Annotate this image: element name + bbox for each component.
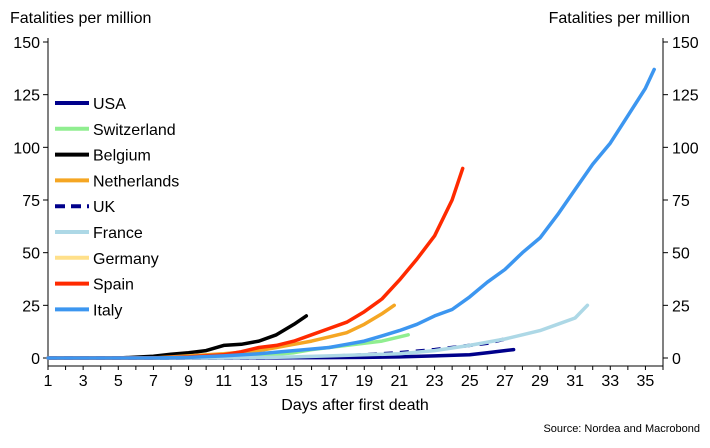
x-tick-label: 25: [461, 373, 479, 390]
y-tick-label-right: 0: [672, 351, 681, 368]
legend-label-usa: USA: [93, 96, 126, 113]
x-tick-label: 31: [566, 373, 584, 390]
x-tick-label: 1: [44, 373, 53, 390]
legend: USA Switzerland Belgium Netherlands UK France…: [55, 96, 179, 319]
x-tick-label: 29: [531, 373, 549, 390]
x-axis-title: Days after first death: [281, 397, 429, 414]
y-tick-label-left: 0: [31, 351, 40, 368]
y-tick-label-left: 100: [13, 140, 40, 157]
y-axis-title-right: Fatalities per million: [549, 10, 690, 27]
legend-label-france: France: [93, 225, 143, 242]
source-note: Source: Nordea and Macrobond: [543, 423, 700, 435]
x-tick-label: 21: [391, 373, 409, 390]
x-tick-label: 27: [496, 373, 514, 390]
y-tick-label-right: 25: [672, 298, 690, 315]
y-tick-label-left: 150: [13, 35, 40, 52]
legend-label-uk: UK: [93, 199, 116, 216]
y-tick-label-right: 150: [672, 35, 699, 52]
x-tick-label: 13: [250, 373, 268, 390]
y-tick-label-right: 50: [672, 246, 690, 263]
legend-label-germany: Germany: [93, 251, 159, 268]
y-axis-title-left: Fatalities per million: [10, 10, 151, 27]
y-tick-label-left: 50: [22, 246, 40, 263]
legend-label-switzerland: Switzerland: [93, 122, 176, 139]
series-line-italy: [46, 67, 656, 360]
y-tick-label-left: 25: [22, 298, 40, 315]
y-tick-label-right: 100: [672, 140, 699, 157]
x-tick-label: 7: [149, 373, 158, 390]
legend-label-italy: Italy: [93, 302, 122, 319]
x-tick-label: 23: [426, 373, 444, 390]
x-tick-label: 35: [637, 373, 655, 390]
y-tick-label-left: 75: [22, 193, 40, 210]
legend-label-belgium: Belgium: [93, 148, 151, 165]
x-tick-label: 15: [285, 373, 303, 390]
legend-label-netherlands: Netherlands: [93, 173, 179, 190]
x-tick-label: 19: [355, 373, 373, 390]
legend-label-spain: Spain: [93, 277, 134, 294]
x-tick-label: 9: [184, 373, 193, 390]
x-tick-label: 5: [114, 373, 123, 390]
x-tick-label: 33: [601, 373, 619, 390]
y-tick-label-left: 125: [13, 88, 40, 105]
y-tick-label-right: 125: [672, 88, 699, 105]
x-tick-label: 11: [215, 373, 232, 390]
series-lines: [46, 67, 656, 360]
x-tick-label: 17: [320, 373, 338, 390]
x-tick-label: 3: [79, 373, 88, 390]
y-tick-label-right: 75: [672, 193, 690, 210]
